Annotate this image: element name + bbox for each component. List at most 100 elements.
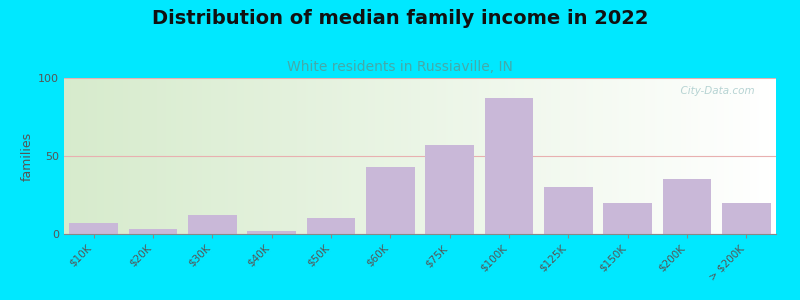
Bar bbox=[251, 78, 254, 234]
Bar bbox=[169, 78, 171, 234]
Bar bbox=[454, 78, 455, 234]
Bar bbox=[401, 78, 403, 234]
Bar bbox=[342, 78, 344, 234]
Bar bbox=[133, 78, 135, 234]
Bar bbox=[311, 78, 314, 234]
Bar bbox=[520, 78, 522, 234]
Bar bbox=[731, 78, 734, 234]
Bar bbox=[216, 78, 218, 234]
Bar bbox=[361, 78, 363, 234]
Bar bbox=[526, 78, 529, 234]
Bar bbox=[373, 78, 375, 234]
Bar bbox=[378, 78, 380, 234]
Bar bbox=[258, 78, 261, 234]
Bar bbox=[318, 78, 320, 234]
Bar bbox=[650, 78, 653, 234]
Bar bbox=[154, 78, 157, 234]
Bar bbox=[275, 78, 278, 234]
Text: City-Data.com: City-Data.com bbox=[674, 86, 754, 96]
Bar bbox=[170, 78, 173, 234]
Bar bbox=[570, 78, 572, 234]
Bar bbox=[394, 78, 396, 234]
Bar bbox=[717, 78, 719, 234]
Bar bbox=[88, 78, 90, 234]
Bar bbox=[309, 78, 311, 234]
Bar bbox=[722, 78, 724, 234]
Bar bbox=[313, 78, 315, 234]
Bar bbox=[118, 78, 121, 234]
Bar bbox=[536, 78, 538, 234]
Bar bbox=[175, 78, 178, 234]
Bar bbox=[579, 78, 582, 234]
Bar bbox=[334, 78, 337, 234]
Bar bbox=[690, 78, 693, 234]
Bar bbox=[553, 78, 555, 234]
Bar bbox=[747, 78, 750, 234]
Bar bbox=[422, 78, 425, 234]
Bar bbox=[406, 78, 408, 234]
Bar bbox=[349, 78, 351, 234]
Bar bbox=[479, 78, 482, 234]
Bar bbox=[710, 78, 712, 234]
Bar bbox=[742, 78, 745, 234]
Bar bbox=[190, 78, 192, 234]
Bar bbox=[102, 78, 104, 234]
Bar bbox=[754, 78, 757, 234]
Bar bbox=[472, 78, 474, 234]
Bar bbox=[541, 78, 543, 234]
Bar bbox=[562, 78, 565, 234]
Bar bbox=[140, 78, 142, 234]
Bar bbox=[415, 78, 418, 234]
Bar bbox=[228, 78, 230, 234]
Bar bbox=[534, 78, 536, 234]
Bar bbox=[498, 78, 501, 234]
Bar bbox=[368, 78, 370, 234]
Bar bbox=[486, 78, 489, 234]
Bar bbox=[434, 78, 437, 234]
Bar bbox=[631, 78, 634, 234]
Bar bbox=[726, 78, 729, 234]
Bar bbox=[470, 78, 472, 234]
Bar bbox=[297, 78, 299, 234]
Bar bbox=[188, 215, 237, 234]
Bar bbox=[667, 78, 669, 234]
Bar bbox=[173, 78, 175, 234]
Bar bbox=[278, 78, 280, 234]
Bar bbox=[676, 78, 678, 234]
Bar bbox=[142, 78, 145, 234]
Bar bbox=[99, 78, 102, 234]
Bar bbox=[185, 78, 187, 234]
Bar bbox=[610, 78, 612, 234]
Bar bbox=[370, 78, 373, 234]
Bar bbox=[612, 78, 614, 234]
Bar bbox=[548, 78, 550, 234]
Y-axis label: families: families bbox=[21, 131, 34, 181]
Bar bbox=[584, 78, 586, 234]
Bar bbox=[752, 78, 754, 234]
Bar bbox=[187, 78, 190, 234]
Bar bbox=[712, 78, 714, 234]
Bar bbox=[567, 78, 570, 234]
Bar bbox=[384, 78, 386, 234]
Bar bbox=[757, 78, 759, 234]
Bar bbox=[769, 78, 771, 234]
Bar bbox=[282, 78, 285, 234]
Bar bbox=[762, 78, 764, 234]
Bar bbox=[598, 78, 600, 234]
Bar bbox=[508, 78, 510, 234]
Bar bbox=[458, 78, 460, 234]
Bar bbox=[145, 78, 147, 234]
Bar bbox=[315, 78, 318, 234]
Bar bbox=[550, 78, 553, 234]
Bar bbox=[764, 78, 766, 234]
Bar bbox=[660, 78, 662, 234]
Bar bbox=[230, 78, 233, 234]
Bar bbox=[322, 78, 325, 234]
Bar bbox=[643, 78, 646, 234]
Bar bbox=[603, 203, 652, 234]
Bar bbox=[214, 78, 216, 234]
Bar bbox=[489, 78, 491, 234]
Bar bbox=[662, 78, 665, 234]
Bar bbox=[123, 78, 126, 234]
Bar bbox=[86, 78, 88, 234]
